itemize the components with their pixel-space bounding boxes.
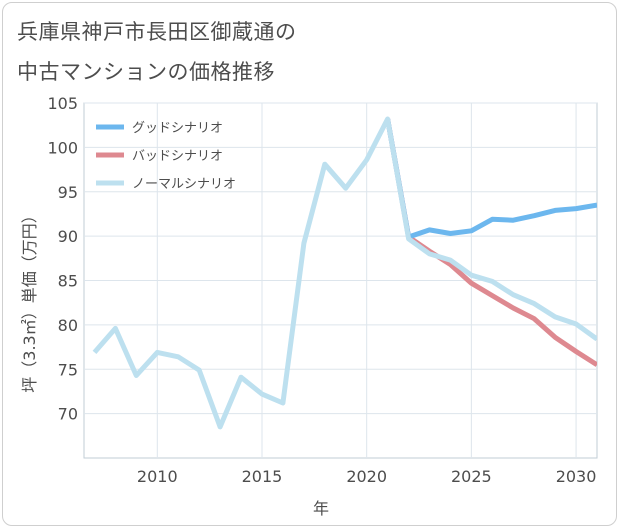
- x-tick-label-2025: 2025: [451, 467, 492, 486]
- x-tick-labels: 2010 2015 2020 2025 2030: [137, 467, 596, 486]
- y-tick-label-95: 95: [58, 183, 78, 202]
- series-line-0: [385, 118, 597, 240]
- x-tick-label-2030: 2030: [556, 467, 597, 486]
- x-tick-label-2010: 2010: [137, 467, 178, 486]
- x-tick-label-2020: 2020: [346, 467, 387, 486]
- legend-label-0: グッドシナリオ: [132, 121, 223, 136]
- y-tick-labels: 70 75 80 85 90 95 100 105: [47, 94, 78, 424]
- y-axis-label: 坪（3.3㎡）単価（万円）: [20, 207, 39, 392]
- legend-label-2: ノーマルシナリオ: [132, 177, 236, 192]
- y-tick-label-105: 105: [47, 94, 78, 113]
- y-tick-label-80: 80: [58, 316, 78, 335]
- x-axis-label: 年: [313, 499, 329, 518]
- series-line-2: [92, 116, 597, 430]
- x-tick-label-2015: 2015: [242, 467, 283, 486]
- y-tick-label-85: 85: [58, 272, 78, 291]
- chart-title-line2: 中古マンションの価格推移: [17, 60, 275, 84]
- chart-title-line1: 兵庫県神戸市長田区御蔵通の: [17, 20, 297, 44]
- y-tick-label-90: 90: [58, 227, 78, 246]
- series-lines: [92, 116, 597, 430]
- legend-label-1: バッドシナリオ: [132, 149, 223, 164]
- y-tick-label-75: 75: [58, 360, 78, 379]
- y-tick-label-100: 100: [47, 138, 78, 157]
- y-tick-label-70: 70: [58, 405, 78, 424]
